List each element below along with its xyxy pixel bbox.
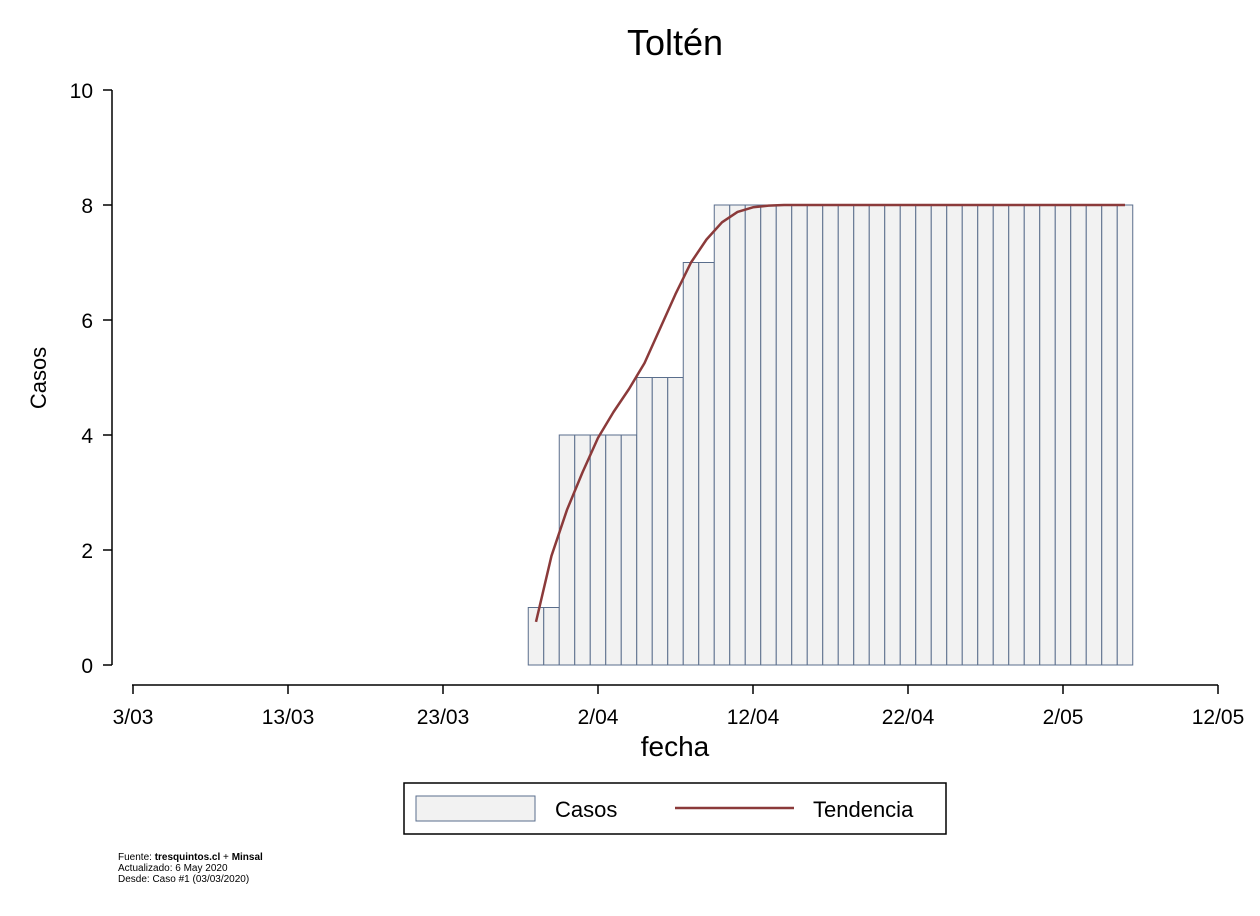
- bar-casos: [868, 204, 886, 666]
- bar-casos: [589, 434, 607, 666]
- bar-casos: [558, 434, 576, 666]
- bar-casos: [651, 377, 669, 666]
- bar-casos: [760, 204, 777, 666]
- bar-casos: [1101, 204, 1118, 666]
- legend-label-casos: Casos: [555, 797, 617, 822]
- bar-casos: [527, 607, 545, 666]
- y-tick-label: 6: [81, 310, 93, 333]
- bar-casos: [713, 204, 731, 666]
- x-tick-label: 12/05: [1192, 706, 1245, 729]
- legend-label-tendencia: Tendencia: [813, 797, 914, 822]
- x-tick-label: 2/04: [578, 706, 619, 729]
- bar-casos: [822, 204, 839, 666]
- bar-casos: [543, 607, 560, 666]
- bar-casos: [729, 204, 746, 666]
- y-tick-label: 10: [70, 80, 93, 103]
- bar-casos: [1023, 204, 1041, 666]
- bar-casos: [1070, 204, 1087, 666]
- bar-casos: [961, 204, 979, 666]
- y-tick-label: 0: [81, 655, 93, 678]
- x-tick-label: 13/03: [262, 706, 315, 729]
- bar-casos: [1054, 204, 1072, 666]
- x-ticks: 3/03 13/03 23/03 2/04 12/04 22/04 2/05 12/05: [113, 685, 1245, 729]
- bar-casos: [775, 204, 793, 666]
- bar-casos: [636, 377, 653, 666]
- bar-casos: [853, 204, 870, 666]
- x-tick-label: 23/03: [417, 706, 470, 729]
- bar-casos: [698, 262, 715, 666]
- bar-casos: [837, 204, 855, 666]
- footer-updated: Actualizado: 6 May 2020: [118, 863, 228, 874]
- bar-casos: [667, 377, 684, 666]
- trend-line: [534, 203, 1125, 623]
- chart-title: Toltén: [627, 22, 723, 63]
- bar-casos: [1116, 204, 1134, 666]
- bar-casos: [605, 434, 622, 666]
- footer-source: Fuente: tresquintos.cl + Minsal: [118, 852, 263, 863]
- y-ticks: 0 2 4 6 8 10: [70, 80, 112, 678]
- x-tick-label: 22/04: [882, 706, 935, 729]
- bar-casos: [946, 204, 963, 666]
- bar-casos: [992, 204, 1010, 666]
- legend: Casos Tendencia: [403, 782, 947, 835]
- legend-swatch-casos: [415, 795, 536, 822]
- x-tick-label: 2/05: [1043, 706, 1084, 729]
- bar-casos: [915, 204, 932, 666]
- bar-casos: [682, 262, 700, 666]
- x-tick-label: 12/04: [727, 706, 780, 729]
- bar-casos: [1008, 204, 1025, 666]
- bar-casos: [1039, 204, 1056, 666]
- bar-casos: [744, 204, 762, 666]
- bar-casos: [1085, 204, 1103, 666]
- bar-casos: [884, 204, 901, 666]
- y-tick-label: 4: [81, 425, 93, 448]
- footer-since: Desde: Caso #1 (03/03/2020): [118, 874, 250, 885]
- footer-note: Fuente: tresquintos.cl + Minsal Actualiz…: [118, 852, 263, 885]
- bar-casos: [806, 204, 824, 666]
- y-tick-label: 8: [81, 195, 93, 218]
- x-tick-label: 3/03: [113, 706, 154, 729]
- bar-casos: [620, 434, 638, 666]
- x-axis-label: fecha: [641, 731, 710, 762]
- bar-casos: [930, 204, 948, 666]
- bar-casos: [899, 204, 917, 666]
- bar-casos: [977, 204, 994, 666]
- bar-casos: [791, 204, 808, 666]
- y-axis-label: Casos: [26, 347, 51, 409]
- plot-area: [527, 203, 1134, 666]
- y-tick-label: 2: [81, 540, 93, 563]
